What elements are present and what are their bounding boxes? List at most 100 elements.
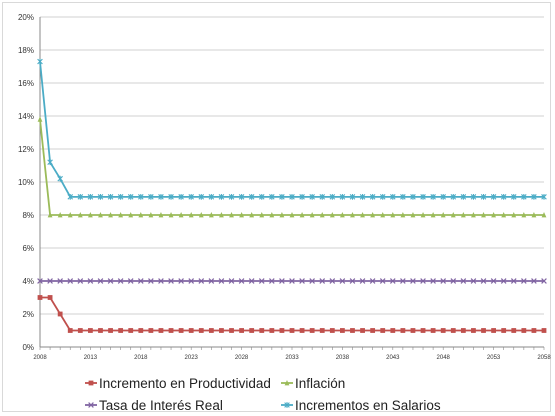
data-point-marker [77, 193, 84, 200]
data-point-marker [138, 212, 144, 218]
data-point-marker [420, 212, 426, 218]
data-point-marker [521, 193, 527, 200]
data-point-marker [269, 328, 275, 333]
x-tick-label: 2023 [185, 355, 199, 361]
data-point-marker [118, 328, 124, 333]
data-point-marker [481, 328, 486, 333]
data-point-marker [500, 278, 507, 284]
data-point-marker [470, 278, 477, 284]
data-point-marker [37, 116, 43, 122]
data-point-marker [138, 193, 144, 200]
data-point-marker [500, 193, 507, 200]
data-point-marker [339, 278, 346, 284]
data-point-marker [47, 212, 53, 218]
data-point-marker [97, 193, 104, 200]
data-point-marker [148, 328, 154, 333]
data-point-marker [359, 278, 366, 284]
data-point-marker [107, 193, 114, 200]
data-point-marker [228, 278, 235, 284]
data-point-marker [47, 295, 53, 300]
data-point-marker [460, 193, 467, 200]
data-point-marker [107, 278, 114, 284]
data-point-marker [127, 278, 134, 284]
data-point-marker [168, 212, 174, 218]
data-point-marker [390, 193, 396, 200]
data-point-marker [259, 328, 265, 333]
data-point-marker [289, 328, 295, 333]
data-point-marker [258, 278, 265, 284]
data-point-marker [249, 328, 255, 333]
data-point-marker [430, 328, 436, 333]
series-1 [37, 116, 547, 218]
data-point-marker [37, 295, 43, 300]
x-axis-ticks: 2008 2013 2018 2023 2028 2033 2038 2043 2048 2053… [33, 355, 551, 361]
data-point-marker [219, 328, 224, 333]
x-tick-label: 2028 [235, 355, 249, 361]
data-point-marker [158, 212, 164, 218]
data-point-marker [198, 193, 205, 200]
data-point-marker [319, 212, 325, 218]
data-point-marker [299, 212, 305, 218]
data-point-marker [98, 212, 103, 218]
data-point-marker [389, 278, 396, 284]
data-point-marker [309, 328, 315, 333]
y-tick-label: 0% [22, 343, 34, 352]
data-point-marker [168, 278, 174, 284]
data-point-marker [239, 328, 244, 333]
data-point-marker [541, 193, 547, 200]
y-tick-label: 20% [18, 13, 34, 22]
axes [39, 17, 545, 350]
data-point-marker [218, 278, 225, 284]
y-tick-label: 12% [18, 145, 34, 154]
data-point-marker [349, 278, 356, 284]
data-point-marker [238, 193, 245, 200]
data-point-marker [420, 278, 426, 284]
x-tick-label: 2008 [33, 355, 47, 361]
data-point-marker [284, 402, 290, 408]
data-point-marker [510, 193, 517, 200]
legend-item: Incremento en Productividad [85, 376, 271, 391]
data-point-marker [67, 212, 73, 218]
data-point-marker [148, 278, 154, 284]
data-point-marker [511, 328, 517, 333]
y-tick-label: 6% [22, 244, 34, 253]
data-point-marker [369, 193, 376, 200]
data-point-marker [57, 212, 63, 218]
data-point-marker [350, 212, 355, 218]
data-point-marker [208, 212, 214, 218]
data-point-marker [128, 328, 134, 333]
data-point-marker [57, 311, 63, 317]
data-point-marker [309, 193, 315, 200]
data-point-marker [47, 278, 53, 284]
data-point-marker [410, 193, 416, 200]
data-point-marker [289, 212, 295, 218]
data-point-marker [168, 193, 174, 200]
data-point-marker [88, 402, 94, 408]
data-point-marker [360, 212, 365, 218]
data-point-marker [410, 328, 416, 333]
data-point-marker [471, 328, 476, 333]
data-point-marker [319, 328, 325, 333]
data-point-marker [188, 212, 194, 218]
data-point-marker [279, 278, 285, 284]
data-point-marker [198, 212, 204, 218]
line-chart: 0% 2% 4% 6% 8% 10% 12% 14% 16% 18% 20% 2008 2013 201… [18, 13, 551, 413]
data-point-marker [77, 278, 84, 284]
data-point-marker [248, 278, 255, 284]
data-point-marker [188, 193, 194, 200]
data-point-marker [450, 278, 457, 284]
data-point-marker [219, 212, 224, 218]
y-tick-label: 2% [22, 310, 34, 319]
data-point-marker [47, 159, 53, 166]
data-point-marker [299, 193, 305, 200]
data-point-marker [249, 212, 255, 218]
x-tick-label: 2013 [84, 355, 98, 361]
data-point-marker [440, 278, 447, 284]
data-point-marker [511, 212, 517, 218]
data-point-marker [480, 278, 487, 284]
data-point-marker [289, 193, 295, 200]
data-point-marker [440, 193, 446, 200]
series-line [39, 61, 544, 198]
data-point-marker [440, 212, 446, 218]
data-point-marker [400, 328, 406, 333]
